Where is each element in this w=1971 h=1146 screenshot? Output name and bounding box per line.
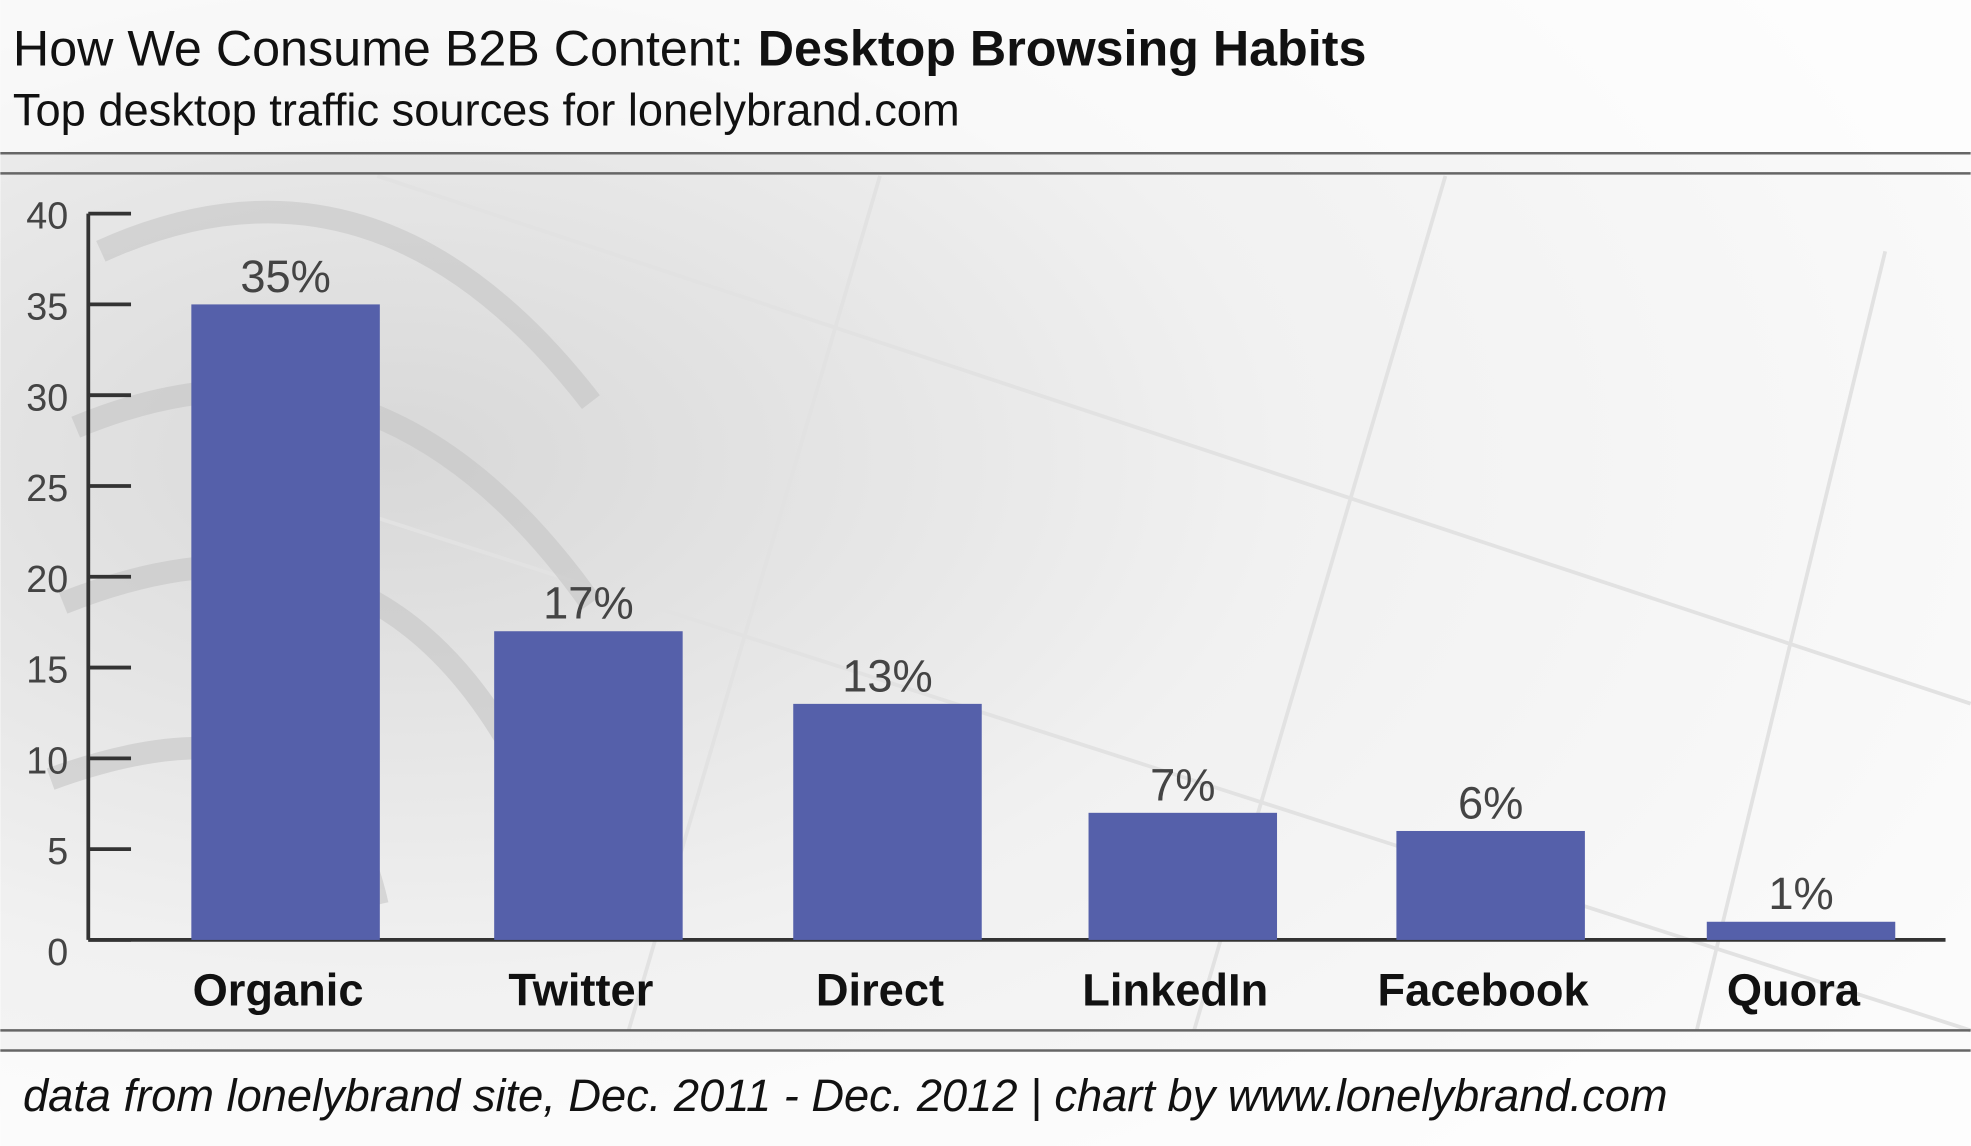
value-label: 35%	[240, 251, 331, 302]
y-tick-label: 30	[26, 376, 68, 418]
x-tick-label: Facebook	[1378, 964, 1590, 1015]
y-tick-label: 35	[26, 285, 68, 327]
value-label: 6%	[1458, 777, 1523, 828]
y-tick-label: 25	[26, 467, 68, 509]
chart-subtitle: Top desktop traffic sources for lonelybr…	[13, 85, 960, 136]
x-tick-label: Quora	[1727, 964, 1861, 1015]
footer-band	[0, 1050, 1971, 1146]
title-bold: Desktop Browsing Habits	[758, 20, 1367, 76]
chart-title: How We Consume B2B Content: Desktop Brow…	[13, 20, 1366, 76]
y-tick-label: 5	[47, 830, 68, 872]
y-tick-label: 0	[47, 931, 68, 973]
bar	[494, 631, 683, 940]
value-label: 1%	[1768, 868, 1833, 919]
header-band	[0, 0, 1971, 154]
x-tick-label: Direct	[816, 964, 944, 1015]
value-label: 7%	[1150, 759, 1215, 810]
x-tick-label: Twitter	[508, 964, 653, 1015]
x-tick-label: Organic	[193, 964, 364, 1015]
value-label: 17%	[543, 578, 634, 629]
bar	[1706, 921, 1896, 940]
bar	[191, 304, 380, 940]
bar	[1088, 812, 1278, 940]
bar	[793, 703, 982, 940]
x-tick-label: LinkedIn	[1082, 964, 1268, 1015]
title-regular: How We Consume B2B Content:	[13, 20, 744, 76]
y-tick-label: 15	[26, 649, 68, 691]
value-label: 13%	[842, 650, 933, 701]
source-note: data from lonelybrand site, Dec. 2011 - …	[23, 1070, 1668, 1121]
y-tick-label: 10	[26, 739, 68, 781]
y-tick-label: 20	[26, 558, 68, 600]
y-tick-label: 40	[26, 195, 68, 237]
bar	[1396, 830, 1585, 940]
